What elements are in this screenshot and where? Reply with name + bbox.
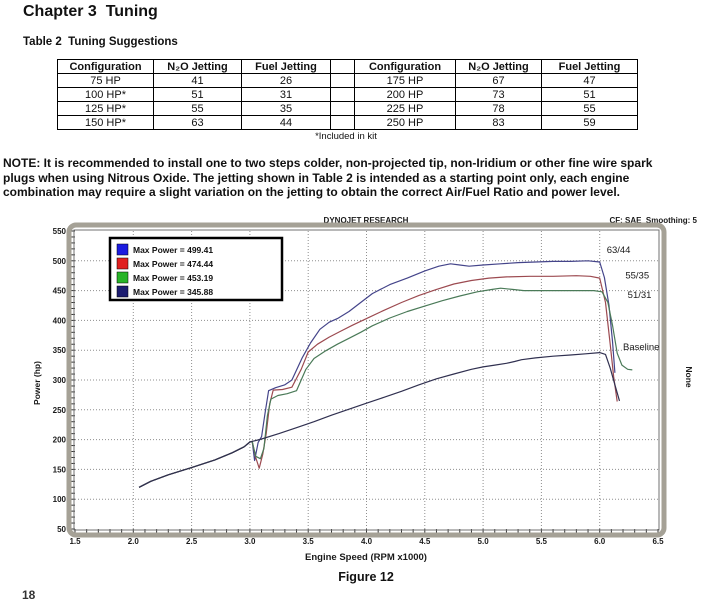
table-header-row: Configuration N₂O Jetting Fuel Jetting Conf… — [57, 59, 638, 74]
curve-label-55/35: 55/35 — [625, 271, 649, 282]
curve-label-63/44: 63/44 — [607, 245, 631, 256]
spacer-cell — [330, 59, 355, 74]
x-tick-label: 1.5 — [69, 537, 81, 546]
table-caption: Table 2 Tuning Suggestions — [23, 36, 178, 48]
spacer-cell — [330, 101, 355, 116]
spacer-cell — [330, 115, 355, 130]
table-row: 125 HP* 55 35 225 HP 78 55 — [57, 101, 638, 116]
x-tick-label: 3.5 — [303, 537, 315, 546]
y-tick-label: 500 — [53, 257, 67, 266]
column-header: N₂O Jetting — [153, 59, 242, 74]
table-footnote: *Included in kit — [315, 131, 377, 142]
x-tick-label: 5.0 — [478, 537, 490, 546]
column-header: Fuel Jetting — [241, 59, 331, 74]
note-paragraph: NOTE: It is recommended to install one t… — [3, 156, 653, 200]
table-cell: 225 HP — [354, 101, 456, 116]
table-cell: 67 — [455, 73, 542, 88]
plot-border — [73, 229, 660, 531]
dyno-chart: DYNOJET RESEARCH CF: SAE Smoothing: 5 Po… — [32, 216, 698, 563]
x-tick-label: 4.5 — [419, 537, 431, 546]
table-cell: 44 — [241, 115, 331, 130]
column-header: Fuel Jetting — [541, 59, 638, 74]
table-cell: 63 — [153, 115, 242, 130]
column-header: Configuration — [57, 59, 154, 74]
y-tick-label: 450 — [53, 287, 67, 296]
legend-label: Max Power = 474.44 — [133, 259, 213, 269]
right-axis-title: None — [684, 366, 694, 388]
legend-box — [108, 236, 284, 302]
x-tick-label: 4.0 — [361, 537, 373, 546]
table-row: 100 HP* 51 31 200 HP 73 51 — [57, 87, 638, 102]
y-tick-label: 200 — [53, 436, 67, 445]
table-cell: 35 — [241, 101, 331, 116]
chart-correction-info: CF: SAE Smoothing: 5 — [609, 216, 697, 225]
legend-swatch-63/44 — [116, 243, 129, 256]
spacer-cell — [330, 87, 355, 102]
table-cell: 100 HP* — [57, 87, 154, 102]
table-cell: 31 — [241, 87, 331, 102]
y-tick-label: 350 — [53, 346, 67, 355]
column-header: N₂O Jetting — [455, 59, 542, 74]
tuning-suggestions-table: Configuration N₂O Jetting Fuel Jetting Conf… — [57, 59, 638, 130]
table-cell: 78 — [455, 101, 542, 116]
table-cell: 26 — [241, 73, 331, 88]
y-tick-label: 400 — [53, 316, 67, 325]
x-tick-label: 6.0 — [594, 537, 606, 546]
table-cell: 150 HP* — [57, 115, 154, 130]
table-cell: 51 — [541, 87, 638, 102]
figure-caption: Figure 12 — [338, 570, 394, 584]
page-number-partial: 18 — [22, 588, 36, 602]
curve-label-51/31: 51/31 — [628, 290, 652, 301]
legend-swatch-55/35 — [116, 257, 129, 270]
table-cell: 75 HP — [57, 73, 154, 88]
table-row: 75 HP 41 26 175 HP 67 47 — [57, 73, 638, 88]
y-tick-label: 250 — [53, 406, 67, 415]
legend-label: Max Power = 499.41 — [133, 245, 213, 255]
chapter-title: Chapter 3 Tuning — [23, 3, 158, 20]
y-tick-label: 300 — [53, 376, 67, 385]
plot-frame — [66, 222, 667, 538]
y-tick-label: 100 — [53, 495, 67, 504]
x-tick-label: 5.5 — [536, 537, 548, 546]
table-cell: 55 — [153, 101, 242, 116]
table-row: 150 HP* 63 44 250 HP 83 59 — [57, 115, 638, 130]
x-tick-label: 2.5 — [186, 537, 198, 546]
x-axis-title: Engine Speed (RPM x1000) — [305, 552, 427, 563]
chart-line-Baseline — [138, 352, 621, 488]
table-cell: 41 — [153, 73, 242, 88]
legend-swatch-51/31 — [116, 271, 129, 284]
y-axis-title: Power (hp) — [32, 361, 42, 405]
chart-title: DYNOJET RESEARCH — [324, 216, 409, 225]
spacer-cell — [330, 73, 355, 88]
y-tick-label: 50 — [57, 525, 66, 534]
y-tick-label: 550 — [53, 227, 67, 236]
table-cell: 55 — [541, 101, 638, 116]
legend-swatch-Baseline — [116, 285, 129, 298]
legend-label: Max Power = 345.88 — [133, 287, 213, 297]
table-cell: 59 — [541, 115, 638, 130]
table-cell: 47 — [541, 73, 638, 88]
table-cell: 73 — [455, 87, 542, 102]
table-cell: 200 HP — [354, 87, 456, 102]
table-cell: 51 — [153, 87, 242, 102]
table-cell: 175 HP — [354, 73, 456, 88]
legend: Max Power = 499.41 Max Power = 474.44 Max … — [108, 236, 284, 302]
table-cell: 125 HP* — [57, 101, 154, 116]
x-tick-label: 3.0 — [244, 537, 256, 546]
x-tick-label: 2.0 — [128, 537, 140, 546]
x-tick-label: 6.5 — [652, 537, 664, 546]
legend-label: Max Power = 453.19 — [133, 273, 213, 283]
table-cell: 250 HP — [354, 115, 456, 130]
y-tick-label: 150 — [53, 465, 67, 474]
curve-label-Baseline: Baseline — [623, 342, 659, 353]
table-cell: 83 — [455, 115, 542, 130]
column-header: Configuration — [354, 59, 456, 74]
